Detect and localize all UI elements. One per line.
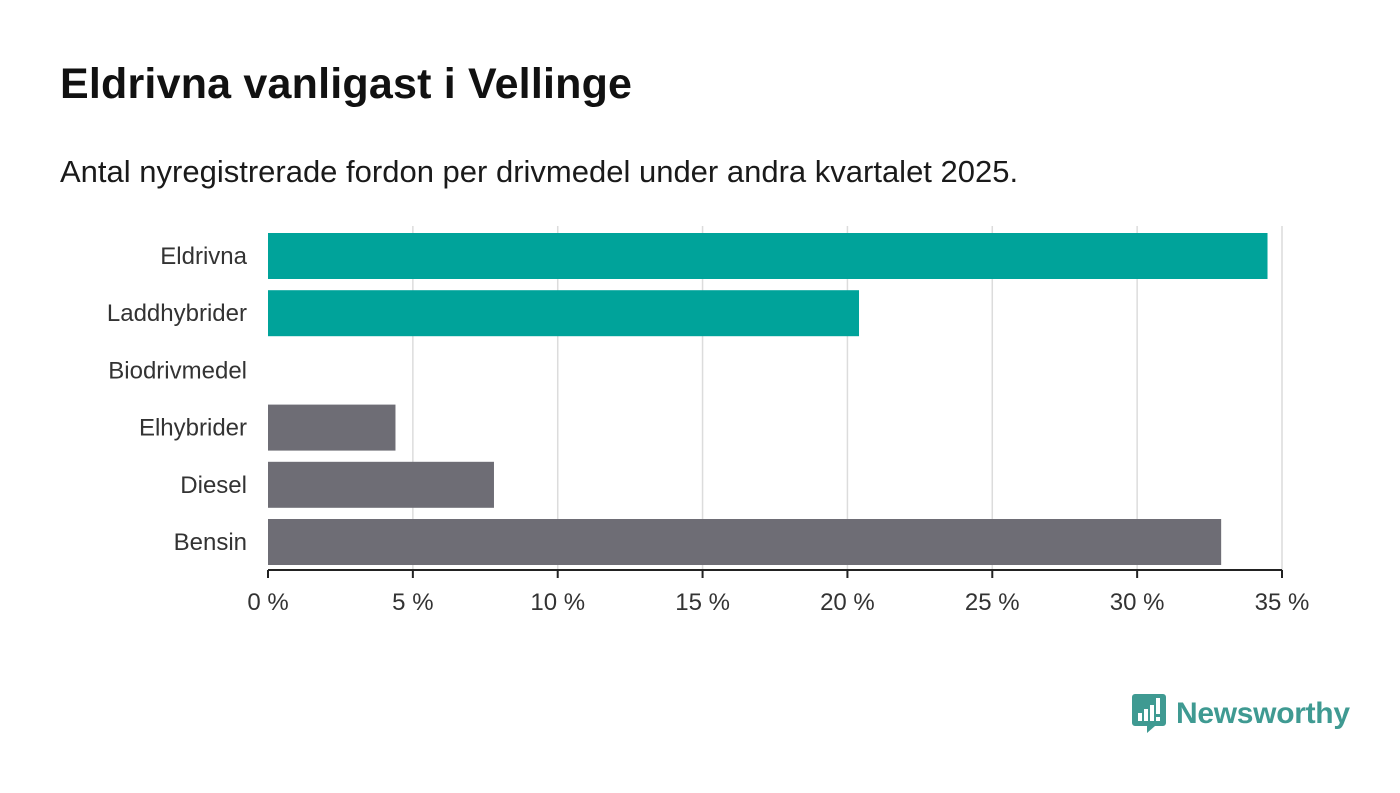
bar [268, 519, 1222, 565]
category-label: Laddhybrider [107, 300, 247, 327]
brand-logo: Newsworthy [1132, 692, 1350, 736]
bar [268, 461, 494, 508]
category-label: Elhybrider [139, 415, 247, 442]
brand-name: Newsworthy [1176, 697, 1350, 730]
x-tick-label: 20 % [820, 589, 875, 616]
x-tick-label: 10 % [530, 589, 585, 616]
category-label: Eldrivna [160, 243, 247, 270]
category-label: Diesel [180, 472, 247, 499]
x-tick-label: 25 % [965, 589, 1020, 616]
x-tick-label: 30 % [1110, 589, 1165, 616]
chart-subtitle: Antal nyregistrerade fordon per drivmede… [60, 154, 1019, 189]
x-tick-label: 15 % [675, 589, 730, 616]
category-label: Biodrivmedel [108, 357, 247, 384]
newsworthy-logo-icon [1132, 694, 1166, 733]
bar [268, 290, 860, 337]
x-tick-label: 0 % [247, 589, 288, 616]
chart-title: Eldrivna vanligast i Vellinge [60, 60, 633, 108]
x-tick-label: 5 % [392, 589, 433, 616]
category-label: Bensin [174, 529, 247, 556]
bar [268, 404, 396, 451]
x-tick-label: 35 % [1255, 589, 1310, 616]
bar [268, 233, 1268, 279]
